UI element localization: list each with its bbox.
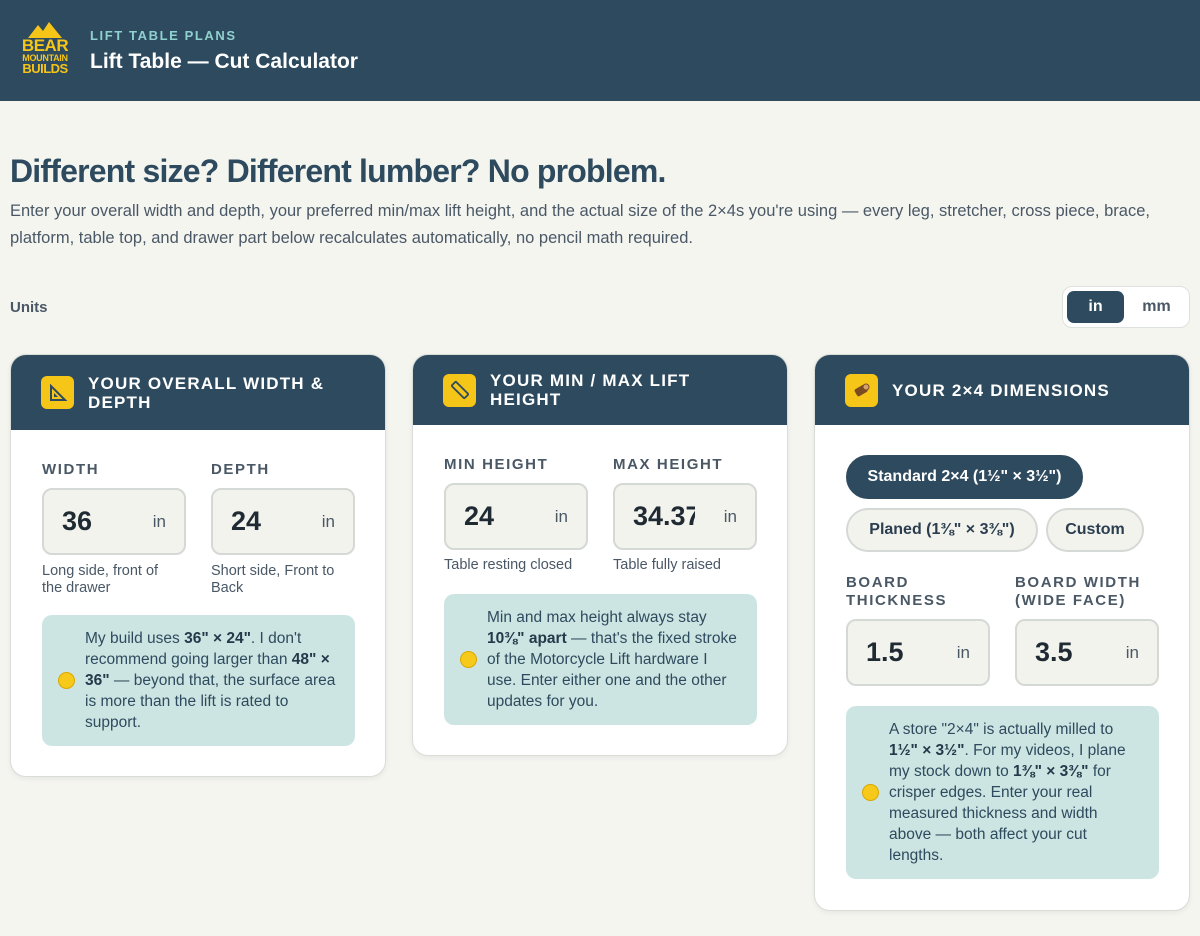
lumber-note-text: A store "2×4" is actually milled to 1½" … xyxy=(889,721,1126,864)
min-height-field[interactable]: 24 in xyxy=(444,483,588,550)
max-height-hint: Table fully raised xyxy=(613,557,721,573)
board-thickness-field[interactable]: 1.5 in xyxy=(846,619,990,686)
max-height-label: MAX HEIGHT xyxy=(613,456,724,473)
board-width-field[interactable]: 3.5 in xyxy=(1015,619,1159,686)
height-card-header: YOUR MIN / MAX LIFT HEIGHT xyxy=(413,355,787,425)
header-text: LIFT TABLE PLANS Lift Table — Cut Calcul… xyxy=(90,28,358,74)
unit-option-mm[interactable]: mm xyxy=(1142,298,1171,315)
height-card-title: YOUR MIN / MAX LIFT HEIGHT xyxy=(490,371,691,409)
depth-hint: Short side, Front to Back xyxy=(211,563,335,596)
board-thickness-value[interactable]: 1.5 xyxy=(866,637,904,667)
depth-label: DEPTH xyxy=(211,461,270,478)
header-eyebrow: LIFT TABLE PLANS xyxy=(90,27,237,43)
max-height-unit: in xyxy=(723,506,737,526)
lumber-card-header: YOUR 2×4 DIMENSIONS xyxy=(815,355,1189,425)
lumber-card: YOUR 2×4 DIMENSIONS Standard 2×4 (1½" × … xyxy=(814,354,1190,911)
width-unit: in xyxy=(152,511,166,531)
page-title: Lift Table — Cut Calculator xyxy=(90,49,358,73)
lumber-note: A store "2×4" is actually milled to 1½" … xyxy=(846,706,1159,879)
max-height-field[interactable]: 34.375 in xyxy=(613,483,757,550)
depth-unit: in xyxy=(321,511,335,531)
info-dot-icon xyxy=(58,672,75,689)
width-label: WIDTH xyxy=(42,461,100,478)
depth-field[interactable]: 24 in xyxy=(211,488,355,555)
units-label: Units xyxy=(10,299,48,316)
min-height-label: MIN HEIGHT xyxy=(444,456,549,473)
max-height-value[interactable]: 34.375 xyxy=(633,501,695,531)
units-toggle: in mm xyxy=(1062,286,1190,328)
unit-option-in[interactable]: in xyxy=(1067,291,1124,323)
preset-planed-chip[interactable]: Planed (1⅜" × 3⅜") xyxy=(846,508,1038,552)
logo-line-1: BEAR xyxy=(21,35,69,55)
min-height-hint: Table resting closed xyxy=(444,557,573,573)
min-height-value[interactable]: 24 xyxy=(464,501,495,531)
height-card: YOUR MIN / MAX LIFT HEIGHT MIN HEIGHT 24… xyxy=(412,354,788,756)
width-field[interactable]: 36 in xyxy=(42,488,186,555)
size-card-header: YOUR OVERALL WIDTH & DEPTH xyxy=(11,355,385,430)
ruler-icon xyxy=(443,373,476,407)
board-thickness-label: BOARD THICKNESS xyxy=(846,574,948,609)
lumber-card-title: YOUR 2×4 DIMENSIONS xyxy=(892,380,1110,400)
logo-line-3: BUILDS xyxy=(22,60,68,76)
preset-custom-chip[interactable]: Custom xyxy=(1046,508,1144,552)
height-note-text: Min and max height always stay 10⅜" apar… xyxy=(487,609,737,710)
wood-log-icon xyxy=(845,373,878,407)
info-dot-icon xyxy=(862,784,879,801)
app-header: BEAR MOUNTAIN BUILDS LIFT TABLE PLANS Li… xyxy=(0,0,1200,101)
size-card: YOUR OVERALL WIDTH & DEPTH WIDTH 36 in L… xyxy=(10,354,386,777)
units-row: Units in mm xyxy=(10,286,1190,328)
mountain-logo-icon xyxy=(28,21,62,38)
intro-heading: Different size? Different lumber? No pro… xyxy=(10,153,666,189)
height-note: Min and max height always stay 10⅜" apar… xyxy=(444,594,757,725)
size-note-text: My build uses 36" × 24". I don't recomme… xyxy=(85,630,336,731)
intro-section: Different size? Different lumber? No pro… xyxy=(0,101,1200,252)
set-square-icon xyxy=(41,376,74,409)
size-note: My build uses 36" × 24". I don't recomme… xyxy=(42,615,355,746)
board-width-label: BOARD WIDTH (WIDE FACE) xyxy=(1015,574,1141,609)
size-card-title: YOUR OVERALL WIDTH & DEPTH xyxy=(88,373,325,412)
info-dot-icon xyxy=(460,651,477,668)
board-width-unit: in xyxy=(1125,642,1139,662)
logo-line-2: MOUNTAIN xyxy=(22,53,68,64)
min-height-unit: in xyxy=(554,506,568,526)
depth-value[interactable]: 24 xyxy=(231,506,262,536)
board-thickness-unit: in xyxy=(956,642,970,662)
intro-body: Enter your overall width and depth, your… xyxy=(10,202,1150,247)
board-width-value[interactable]: 3.5 xyxy=(1035,637,1073,667)
bear-mountain-builds-logo[interactable]: BEAR MOUNTAIN BUILDS xyxy=(21,21,69,80)
preset-standard-chip[interactable]: Standard 2×4 (1½" × 3½") xyxy=(846,455,1083,499)
width-value[interactable]: 36 xyxy=(62,506,93,536)
width-hint: Long side, front of the drawer xyxy=(42,563,159,596)
